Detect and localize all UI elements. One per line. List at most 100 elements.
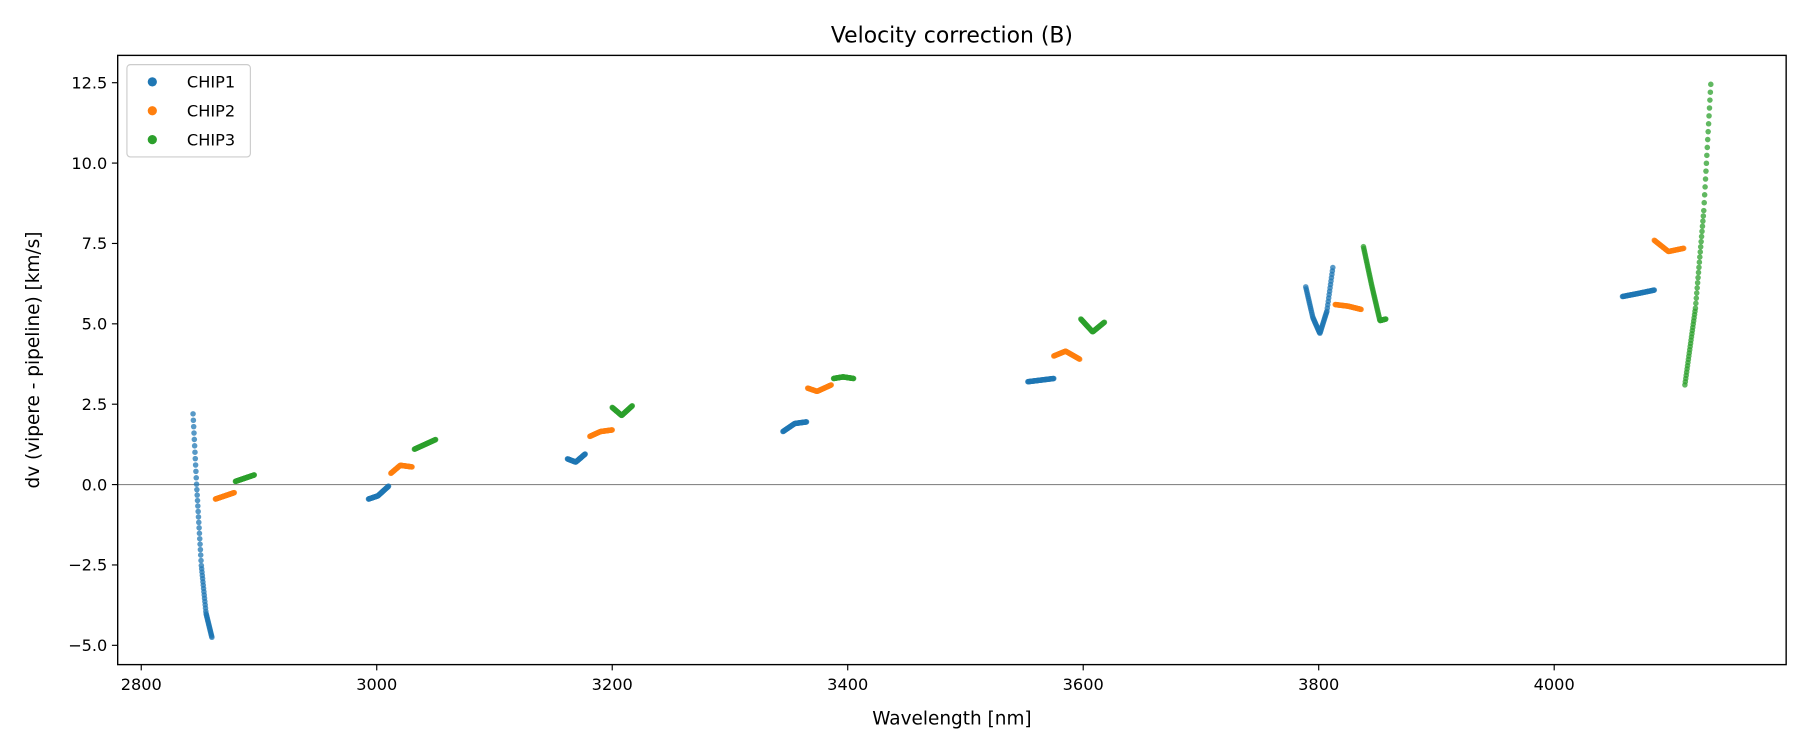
y-tick-label: 7.5 xyxy=(82,234,108,253)
data-point xyxy=(1705,128,1711,135)
data-point xyxy=(1693,290,1700,296)
data-point xyxy=(1692,305,1699,311)
data-point xyxy=(582,451,588,457)
data-point xyxy=(209,634,215,641)
data-point xyxy=(1101,319,1108,325)
data-point xyxy=(192,449,198,455)
data-point xyxy=(1694,285,1700,291)
data-point xyxy=(1708,81,1714,88)
data-point xyxy=(231,489,238,496)
data-point xyxy=(191,430,197,436)
x-axis-label: Wavelength [nm] xyxy=(872,709,1031,730)
data-point xyxy=(1699,223,1706,230)
data-point xyxy=(1706,105,1713,111)
legend-marker-chip3 xyxy=(147,135,157,145)
y-tick-label: −5.0 xyxy=(68,636,107,655)
data-point xyxy=(197,546,204,553)
data-point xyxy=(198,557,204,564)
data-point xyxy=(1695,274,1701,281)
x-tick-label: 3400 xyxy=(827,675,868,694)
x-tick-label: 4000 xyxy=(1534,675,1575,694)
data-point xyxy=(409,464,415,470)
legend-marker-chip2 xyxy=(147,106,157,116)
data-point xyxy=(1693,295,1700,301)
chart-title: Velocity correction (B) xyxy=(831,24,1073,49)
data-point xyxy=(1701,192,1708,198)
x-axis-ticks: 2800 3000 3200 3400 3600 3800 4000 xyxy=(121,664,1575,694)
data-point xyxy=(1705,121,1712,127)
x-tick-label: 2800 xyxy=(121,675,162,694)
data-point xyxy=(251,472,258,478)
legend-marker-chip1 xyxy=(147,77,157,87)
data-point xyxy=(1697,249,1704,255)
data-point xyxy=(1693,300,1699,307)
data-point xyxy=(1358,306,1364,313)
data-point xyxy=(1704,152,1710,159)
legend-label-chip1: CHIP1 xyxy=(187,73,235,92)
data-point xyxy=(1696,259,1703,265)
data-point xyxy=(196,519,202,526)
data-point xyxy=(1701,207,1707,214)
data-point xyxy=(1696,264,1702,271)
data-point xyxy=(1051,375,1057,382)
data-point xyxy=(1694,280,1701,286)
data-point xyxy=(190,411,196,417)
data-point xyxy=(196,525,202,531)
series-chip3 xyxy=(232,81,1714,485)
data-point xyxy=(1702,176,1709,182)
y-axis-label: dv (vipere - pipeline) [km/s] xyxy=(23,232,44,489)
data-points xyxy=(190,81,1714,641)
series-chip1 xyxy=(190,264,1658,641)
y-tick-label: 10.0 xyxy=(71,154,107,173)
data-point xyxy=(192,455,199,462)
data-point xyxy=(1701,199,1707,206)
data-point xyxy=(629,403,636,409)
data-point xyxy=(1700,213,1707,219)
data-point xyxy=(195,503,201,509)
data-point xyxy=(1707,97,1713,103)
data-point xyxy=(193,481,200,487)
data-point xyxy=(1704,136,1711,143)
data-point xyxy=(385,483,392,489)
data-point xyxy=(1698,233,1705,240)
data-point xyxy=(1697,244,1704,250)
x-tick-label: 3000 xyxy=(356,675,397,694)
data-point xyxy=(1703,160,1710,167)
data-point xyxy=(1695,269,1702,276)
data-point xyxy=(1697,254,1703,260)
data-point xyxy=(1383,316,1389,322)
data-point xyxy=(195,514,202,520)
data-point xyxy=(828,382,835,388)
x-tick-label: 3800 xyxy=(1298,675,1339,694)
data-point xyxy=(196,530,203,537)
data-point xyxy=(1651,287,1658,293)
data-point xyxy=(1704,144,1711,151)
data-point xyxy=(192,462,199,468)
data-point xyxy=(850,375,857,382)
data-point xyxy=(609,427,615,433)
y-tick-label: 12.5 xyxy=(71,73,107,92)
data-point xyxy=(194,492,200,498)
plot-frame xyxy=(116,54,1787,666)
legend: CHIP1 CHIP2 CHIP3 xyxy=(126,64,251,158)
data-point xyxy=(190,417,197,424)
data-point xyxy=(193,468,199,475)
data-point xyxy=(191,436,198,443)
data-point xyxy=(195,508,201,515)
legend-box xyxy=(126,64,251,158)
legend-label-chip2: CHIP2 xyxy=(187,102,235,121)
data-point xyxy=(1680,245,1687,252)
data-point xyxy=(1707,89,1714,95)
y-tick-label: −2.5 xyxy=(68,556,107,575)
legend-label-chip3: CHIP3 xyxy=(187,130,235,149)
y-tick-label: 0.0 xyxy=(82,475,108,494)
y-tick-label: 2.5 xyxy=(82,395,108,414)
data-point xyxy=(1699,228,1705,235)
data-point xyxy=(191,443,198,449)
data-point xyxy=(1703,168,1709,174)
data-point xyxy=(1076,356,1083,362)
data-point xyxy=(194,486,200,493)
y-tick-label: 5.0 xyxy=(82,315,108,334)
data-point xyxy=(803,419,810,425)
